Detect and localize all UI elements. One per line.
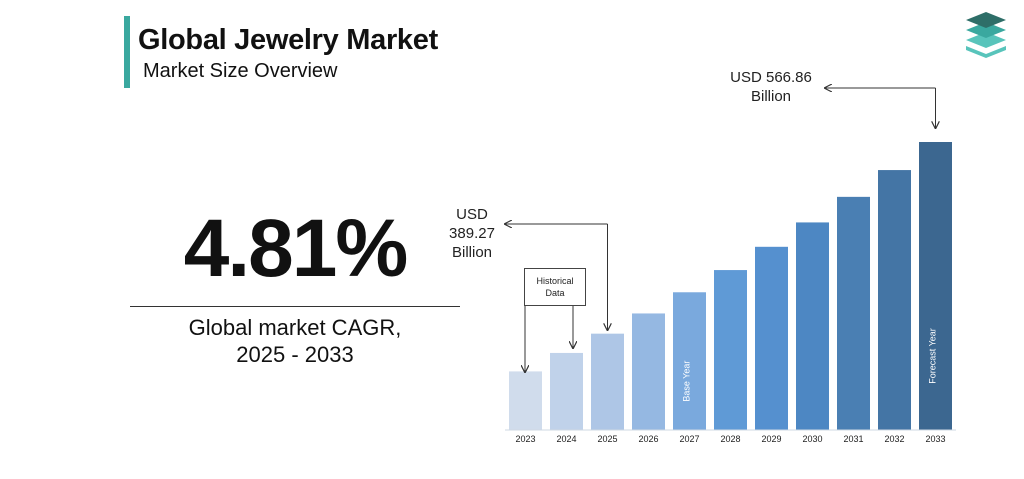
cagr-label-line1: Global market CAGR, bbox=[188, 315, 402, 340]
logo-layer-top bbox=[966, 12, 1006, 28]
bar-2031 bbox=[837, 196, 870, 430]
x-tick-2029: 2029 bbox=[761, 434, 781, 444]
page-title: Global Jewelry Market bbox=[138, 24, 438, 56]
end-value-callout: USD 566.86 Billion bbox=[716, 68, 826, 106]
bar-2025 bbox=[591, 333, 624, 430]
historical-box-line1: Historical bbox=[536, 276, 574, 286]
bar-2029 bbox=[755, 246, 788, 430]
x-tick-2025: 2025 bbox=[597, 434, 617, 444]
bar-inner-labels: Base Year Forecast Year bbox=[682, 328, 938, 401]
cagr-label: Global market CAGR, 2025 - 2033 bbox=[130, 314, 460, 368]
bar-2026 bbox=[632, 313, 665, 430]
x-tick-2027: 2027 bbox=[679, 434, 699, 444]
bar-2023 bbox=[509, 371, 542, 430]
bar-label-2033: Forecast Year bbox=[928, 328, 938, 384]
historical-box-line2: Data bbox=[545, 288, 565, 298]
logo-layer-middle bbox=[966, 22, 1006, 38]
start-value-callout: USD 389.27 Billion bbox=[432, 205, 512, 262]
end-callout-line2: Billion bbox=[750, 88, 792, 105]
bar-group bbox=[505, 142, 956, 431]
x-tick-2033: 2033 bbox=[925, 434, 945, 444]
logo-layer-base bbox=[966, 46, 1006, 58]
x-tick-2026: 2026 bbox=[638, 434, 658, 444]
cagr-divider bbox=[130, 306, 460, 307]
start-callout-line2: 389.27 bbox=[449, 225, 495, 242]
x-tick-2028: 2028 bbox=[720, 434, 740, 444]
start-callout-line1: USD bbox=[456, 206, 488, 223]
bar-2028 bbox=[714, 270, 747, 430]
callout-arrows bbox=[505, 88, 936, 372]
bar-label-2027: Base Year bbox=[682, 361, 692, 402]
cagr-label-line2: 2025 - 2033 bbox=[236, 342, 354, 367]
cagr-value: 4.81% bbox=[183, 203, 409, 294]
x-tick-2032: 2032 bbox=[884, 434, 904, 444]
bar-2030 bbox=[796, 222, 829, 430]
bar-2032 bbox=[878, 170, 911, 431]
logo-layer-bottom bbox=[966, 32, 1006, 48]
bar-2024 bbox=[550, 352, 583, 430]
x-tick-2023: 2023 bbox=[515, 434, 535, 444]
bar-2033 bbox=[919, 142, 952, 430]
historical-data-box: Historical Data bbox=[524, 268, 586, 306]
x-tick-2030: 2030 bbox=[802, 434, 822, 444]
end-callout-line1: USD 566.86 bbox=[730, 69, 812, 86]
x-tick-2031: 2031 bbox=[843, 434, 863, 444]
x-tick-labels: 2023 2024 2025 2026 2027 2028 2029 2030 2031 2032… bbox=[515, 434, 945, 444]
bar-2027 bbox=[673, 292, 706, 430]
start-callout-line3: Billion bbox=[451, 244, 493, 261]
title-accent-bar bbox=[124, 16, 130, 88]
stacked-layers-icon bbox=[966, 12, 1006, 58]
page-subtitle: Market Size Overview bbox=[143, 60, 338, 82]
x-tick-2024: 2024 bbox=[556, 434, 576, 444]
